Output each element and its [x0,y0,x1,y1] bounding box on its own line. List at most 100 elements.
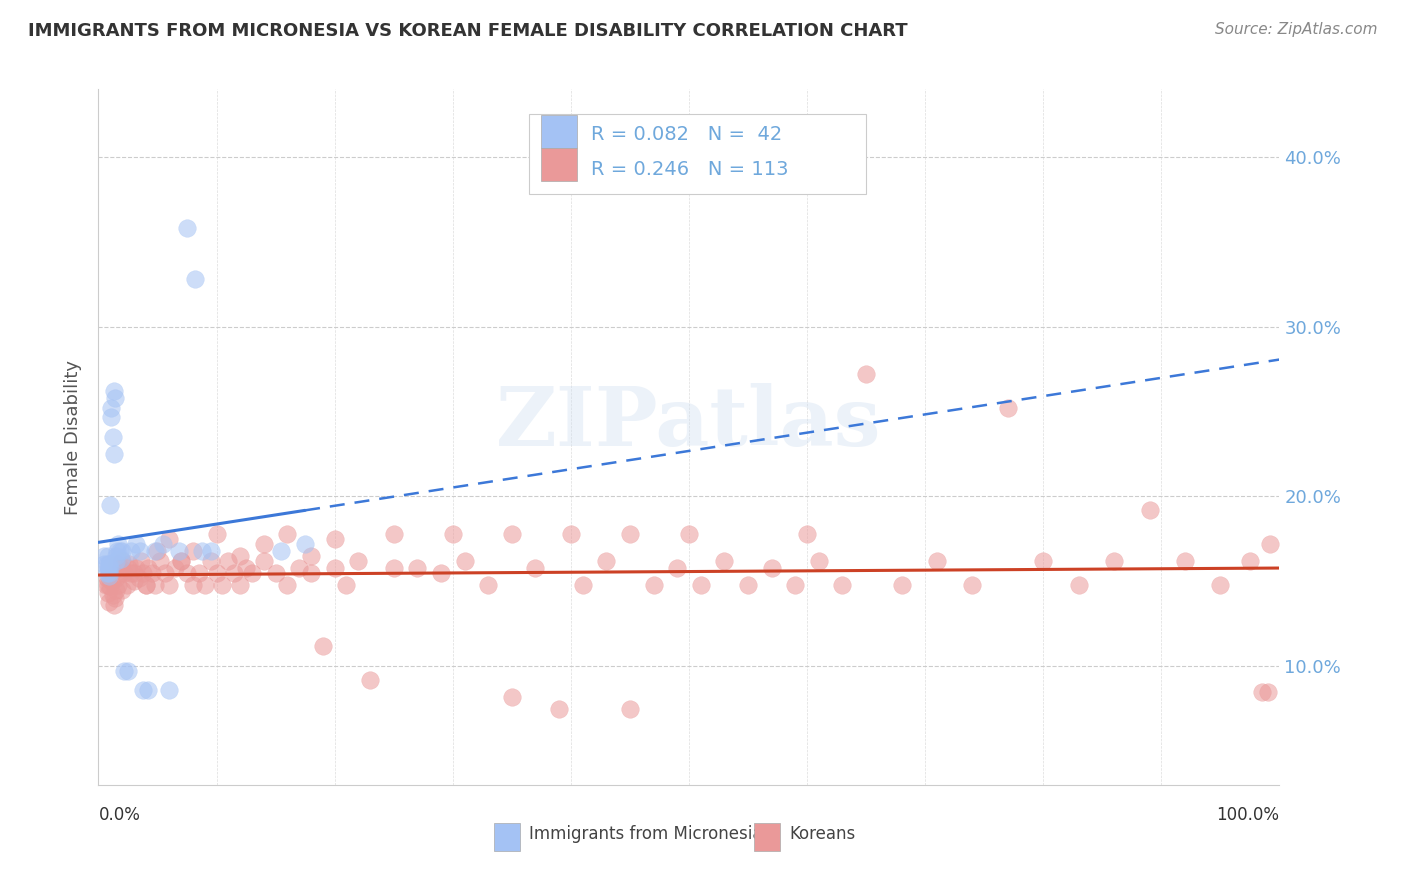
Point [117,665,139,679]
Text: Source: ZipAtlas.com: Source: ZipAtlas.com [1215,22,1378,37]
Point [406,560,429,574]
Point [176,221,198,235]
Point [105,554,128,568]
Point [524,560,547,574]
Point [288,560,311,574]
Bar [494,823,520,851]
Point [205,526,228,541]
Point [100,574,122,589]
Point [110,552,132,566]
Point [176,566,198,580]
Point [619,526,641,541]
Point [264,566,287,580]
Point [430,566,453,580]
Point [103,384,125,399]
Point [112,665,135,679]
Point [97,560,120,574]
Point [761,560,783,574]
Point [105,549,128,563]
Point [962,578,984,592]
Point [136,560,159,574]
Y-axis label: Female Disability: Female Disability [65,359,83,515]
Point [152,537,174,551]
Point [1102,554,1125,568]
Point [96,566,118,580]
Point [103,598,125,612]
Point [713,554,735,568]
Text: 100.0%: 100.0% [1216,805,1279,824]
Point [118,558,141,572]
Point [312,639,335,653]
Point [170,554,193,568]
Point [105,543,128,558]
Point [1067,578,1090,592]
Point [103,447,125,461]
Point [96,571,118,585]
Point [146,543,169,558]
FancyBboxPatch shape [530,113,866,194]
Point [548,701,571,715]
Point [98,498,121,512]
Point [157,532,180,546]
Text: Koreans: Koreans [789,825,856,843]
Point [191,543,214,558]
Point [1250,684,1272,698]
Point [299,549,322,563]
Point [153,566,176,580]
Point [125,560,148,574]
Point [136,682,159,697]
Point [94,578,117,592]
Point [925,554,948,568]
Bar [541,148,576,181]
Point [108,543,131,558]
Point [643,578,665,592]
Point [157,682,180,697]
Point [117,560,139,574]
Text: R = 0.246   N = 113: R = 0.246 N = 113 [591,160,789,178]
Point [97,586,120,600]
Point [323,532,346,546]
Point [205,566,228,580]
Text: IMMIGRANTS FROM MICRONESIA VS KOREAN FEMALE DISABILITY CORRELATION CHART: IMMIGRANTS FROM MICRONESIA VS KOREAN FEM… [28,22,908,40]
Point [560,526,582,541]
Point [167,543,190,558]
Point [98,560,121,574]
Point [122,566,145,580]
Point [143,578,166,592]
Point [170,554,193,568]
Point [294,537,316,551]
Point [100,401,122,416]
Point [1139,503,1161,517]
Point [112,566,135,580]
Point [111,554,134,568]
Point [105,571,128,585]
Bar [754,823,780,851]
Point [181,543,204,558]
Point [453,554,475,568]
Point [165,560,187,574]
Point [1239,554,1261,568]
Text: R = 0.082   N =  42: R = 0.082 N = 42 [591,125,782,144]
Point [217,554,239,568]
Point [240,566,263,580]
Point [108,566,131,580]
Point [105,558,128,572]
Point [128,543,150,558]
Point [110,560,132,574]
Point [807,554,830,568]
Point [595,554,617,568]
Point [98,595,121,609]
Point [666,560,689,574]
Point [229,549,252,563]
Point [184,272,207,286]
Point [100,409,122,424]
Point [105,582,128,597]
Point [157,578,180,592]
Point [98,560,121,574]
Point [997,401,1019,416]
Point [93,549,115,563]
Point [347,554,370,568]
Text: ZIPatlas: ZIPatlas [496,384,882,463]
Point [97,578,120,592]
Point [1174,554,1197,568]
